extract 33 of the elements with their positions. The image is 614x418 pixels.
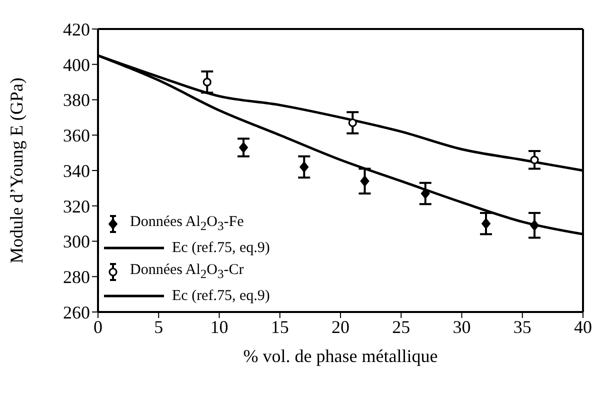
legend-label: Données Al$_{2}$O$_{3}$-Fe [130,214,244,234]
y-tick-label: 420 [63,19,90,40]
x-tick-label: 20 [332,316,350,337]
point [482,218,490,230]
y-axis-title: Module d’Young E (GPa) [6,78,26,264]
x-tick-label: 30 [452,316,471,337]
x-tick-label: 35 [513,316,532,337]
legend-label: Ec (ref.75, eq.9) [172,288,270,304]
y-tick-label: 260 [63,302,90,322]
legend-label: Données Al$_{2}$O$_{3}$-Cr [130,262,244,282]
point [530,156,539,164]
point [530,220,539,231]
point [239,142,248,154]
point [360,176,370,187]
point [300,161,309,172]
y-tick-label: 320 [63,196,90,216]
y-tick-label: 280 [63,267,90,288]
y-tick-label: 380 [63,90,90,110]
y-tick-label: 340 [63,160,90,181]
x-tick-label: 10 [210,316,228,337]
x-tick-label: 5 [154,316,164,337]
x-tick-label: 0 [94,316,102,337]
y-tick-label: 300 [63,232,90,252]
point [202,78,212,86]
legend-label: Ec (ref.75, eq.9) [172,240,270,256]
x-tick-label: 15 [270,316,289,337]
y-tick-label: 360 [63,126,90,146]
x-axis-title: % vol. de phase métallique [243,346,438,366]
y-tick-label: 400 [63,54,90,75]
x-tick-label: 25 [392,316,410,337]
point [420,188,430,199]
point [348,118,357,128]
x-tick-label: 40 [574,316,592,337]
